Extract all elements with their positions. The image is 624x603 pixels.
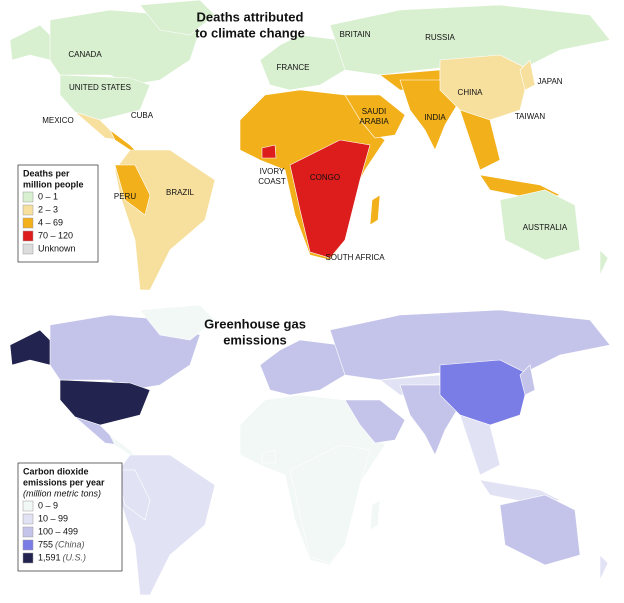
legend-label: Unknown	[38, 243, 76, 253]
country-label: COAST	[258, 177, 286, 186]
legend-swatch	[22, 243, 34, 255]
region-alaska	[9, 329, 56, 366]
region-new-zealand	[599, 554, 609, 581]
country-label: SAUDI	[362, 107, 386, 116]
country-label: JAPAN	[537, 77, 562, 86]
country-label: BRITAIN	[340, 30, 371, 39]
region-new-zealand	[599, 249, 609, 276]
region-middle-east	[344, 399, 406, 444]
country-label: CONGO	[310, 173, 340, 182]
country-label: BRAZIL	[166, 188, 195, 197]
country-label: TAIWAN	[515, 112, 545, 121]
region-united-states	[59, 379, 151, 426]
region-congo-region	[289, 139, 371, 259]
legend-swatch	[22, 539, 34, 551]
region-russia	[329, 309, 611, 381]
region-alaska	[9, 24, 56, 61]
region-europe	[259, 339, 346, 396]
legend-note: (China)	[55, 539, 85, 549]
region-russia	[329, 4, 611, 76]
country-label: CUBA	[131, 111, 154, 120]
country-label: FRANCE	[277, 63, 310, 72]
region-madagascar	[369, 499, 381, 531]
legend-label: 4 – 69	[38, 217, 63, 227]
country-label: PERU	[114, 192, 136, 201]
country-label: CHINA	[458, 88, 484, 97]
legend-swatch	[22, 230, 34, 242]
region-australia	[499, 189, 581, 261]
legend-title: emissions per year	[23, 477, 105, 487]
region-greenland	[139, 304, 216, 341]
region-ivory-coast	[261, 449, 277, 464]
region-ivory-coast	[261, 144, 277, 159]
country-label: RUSSIA	[425, 33, 455, 42]
country-label: SOUTH AFRICA	[325, 253, 385, 262]
legend-note: (U.S.)	[63, 552, 87, 562]
map-title: to climate change	[195, 25, 305, 40]
region-china	[439, 54, 531, 121]
legend-label: 2 – 3	[38, 204, 58, 214]
country-label: IVORY	[260, 167, 285, 176]
region-peru	[114, 469, 151, 521]
legend-label: 70 – 120	[38, 230, 73, 240]
legend-swatch	[22, 217, 34, 229]
legend-swatch	[22, 204, 34, 216]
region-middle-east	[344, 94, 406, 139]
country-label: UNITED STATES	[69, 83, 131, 92]
legend-label: 755	[38, 539, 53, 549]
map-title: Deaths attributed	[197, 9, 304, 24]
legend-swatch	[22, 513, 34, 525]
country-label: AUSTRALIA	[523, 223, 568, 232]
legend-title: Deaths per	[23, 168, 70, 178]
legend-swatch	[22, 500, 34, 512]
legend-label: 100 – 499	[38, 526, 78, 536]
legend-swatch	[22, 552, 34, 564]
region-united-states	[59, 74, 151, 121]
country-label: ARABIA	[359, 117, 389, 126]
region-china	[439, 359, 531, 426]
legend-label: 10 – 99	[38, 513, 68, 523]
region-southeast-asia	[459, 109, 501, 171]
legend-title: million people	[23, 179, 84, 189]
region-congo-region	[289, 444, 371, 564]
region-japan	[519, 59, 536, 91]
region-madagascar	[369, 194, 381, 226]
region-southeast-asia	[459, 414, 501, 476]
legend-box	[17, 462, 123, 572]
map-title: emissions	[223, 332, 287, 347]
legend-label: 0 – 9	[38, 500, 58, 510]
legend-title: Carbon dioxide	[23, 466, 89, 476]
region-greenland	[139, 0, 216, 36]
legend-subtitle: (million metric tons)	[23, 488, 101, 498]
legend-swatch	[22, 191, 34, 203]
region-japan	[519, 364, 536, 396]
region-australia	[499, 494, 581, 566]
legend-label: 0 – 1	[38, 191, 58, 201]
country-label: INDIA	[424, 113, 446, 122]
legend-label: 1,591	[38, 552, 61, 562]
country-label: CANADA	[68, 50, 102, 59]
country-label: MEXICO	[42, 116, 74, 125]
map-title: Greenhouse gas	[204, 316, 306, 331]
legend-swatch	[22, 526, 34, 538]
region-peru	[114, 164, 151, 216]
